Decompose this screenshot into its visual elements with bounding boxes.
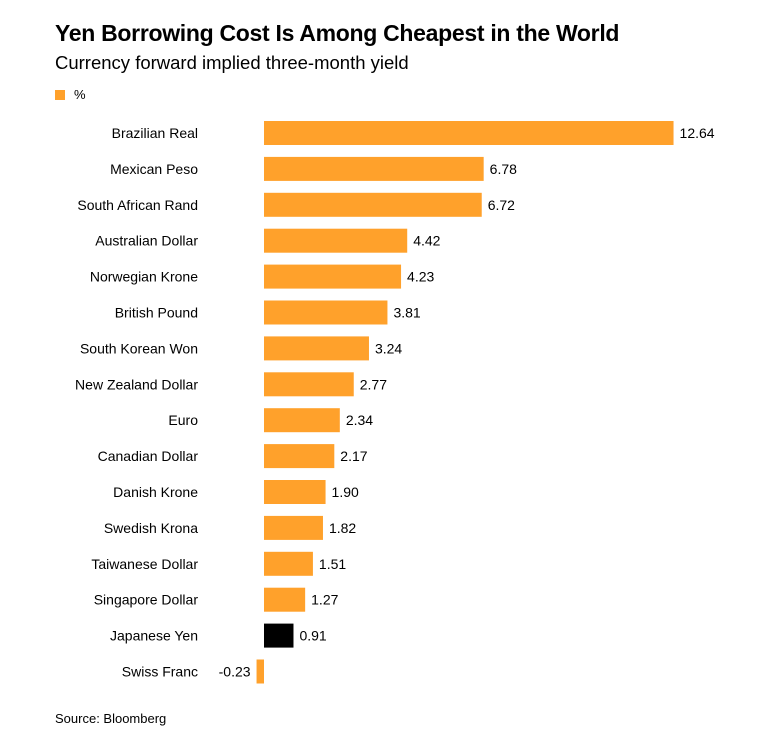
bar bbox=[264, 300, 388, 325]
legend-swatch bbox=[55, 89, 65, 100]
bar bbox=[264, 372, 354, 397]
value-label: -0.23 bbox=[219, 664, 251, 680]
category-label: Japanese Yen bbox=[110, 628, 198, 644]
source-note: Source: Bloomberg bbox=[55, 711, 167, 726]
value-label: 1.82 bbox=[329, 520, 356, 536]
category-label: Australian Dollar bbox=[95, 233, 198, 249]
legend: % bbox=[55, 87, 86, 102]
bar bbox=[256, 659, 264, 684]
category-label: New Zealand Dollar bbox=[75, 376, 198, 392]
bar bbox=[264, 121, 674, 145]
chart-title: Yen Borrowing Cost Is Among Cheapest in … bbox=[55, 20, 620, 46]
value-label: 1.27 bbox=[311, 592, 338, 608]
value-label: 12.64 bbox=[680, 125, 715, 141]
category-label: Singapore Dollar bbox=[94, 592, 199, 608]
value-label: 2.34 bbox=[346, 412, 373, 428]
chart-subtitle: Currency forward implied three-month yie… bbox=[55, 52, 409, 73]
value-label: 2.77 bbox=[360, 376, 387, 392]
category-label: Swiss Franc bbox=[122, 664, 198, 680]
bar bbox=[264, 515, 323, 540]
bar bbox=[264, 192, 482, 217]
category-label: Danish Krone bbox=[113, 484, 198, 500]
bar bbox=[264, 444, 335, 469]
category-label: Euro bbox=[168, 412, 198, 428]
value-label: 3.81 bbox=[393, 305, 420, 321]
bar bbox=[264, 156, 484, 181]
bar bbox=[264, 228, 408, 253]
bar-highlight bbox=[264, 623, 294, 648]
bar bbox=[264, 336, 369, 361]
value-label: 0.91 bbox=[299, 628, 326, 644]
value-label: 1.51 bbox=[319, 556, 346, 572]
category-label: Canadian Dollar bbox=[98, 448, 199, 464]
bar bbox=[264, 587, 306, 612]
bar-chart: Brazilian Real 12.64 Mexican Peso 6.78 South… bbox=[75, 121, 715, 684]
value-label: 6.72 bbox=[488, 197, 515, 213]
category-label: British Pound bbox=[115, 305, 198, 321]
legend-label: % bbox=[74, 87, 86, 102]
category-label: Taiwanese Dollar bbox=[91, 556, 198, 572]
bar bbox=[264, 551, 313, 576]
value-label: 6.78 bbox=[490, 161, 517, 177]
category-label: Brazilian Real bbox=[112, 125, 198, 141]
category-label: Norwegian Krone bbox=[90, 269, 198, 285]
category-label: South Korean Won bbox=[80, 340, 198, 356]
value-label: 2.17 bbox=[340, 448, 367, 464]
category-label: Swedish Krona bbox=[104, 520, 198, 536]
value-label: 4.23 bbox=[407, 269, 434, 285]
category-label: Mexican Peso bbox=[110, 161, 198, 177]
bar bbox=[264, 408, 340, 433]
bar bbox=[264, 264, 402, 289]
bar bbox=[264, 480, 326, 504]
value-label: 3.24 bbox=[375, 340, 402, 356]
value-label: 4.42 bbox=[413, 233, 440, 249]
value-label: 1.90 bbox=[332, 484, 359, 500]
category-label: South African Rand bbox=[77, 197, 198, 213]
